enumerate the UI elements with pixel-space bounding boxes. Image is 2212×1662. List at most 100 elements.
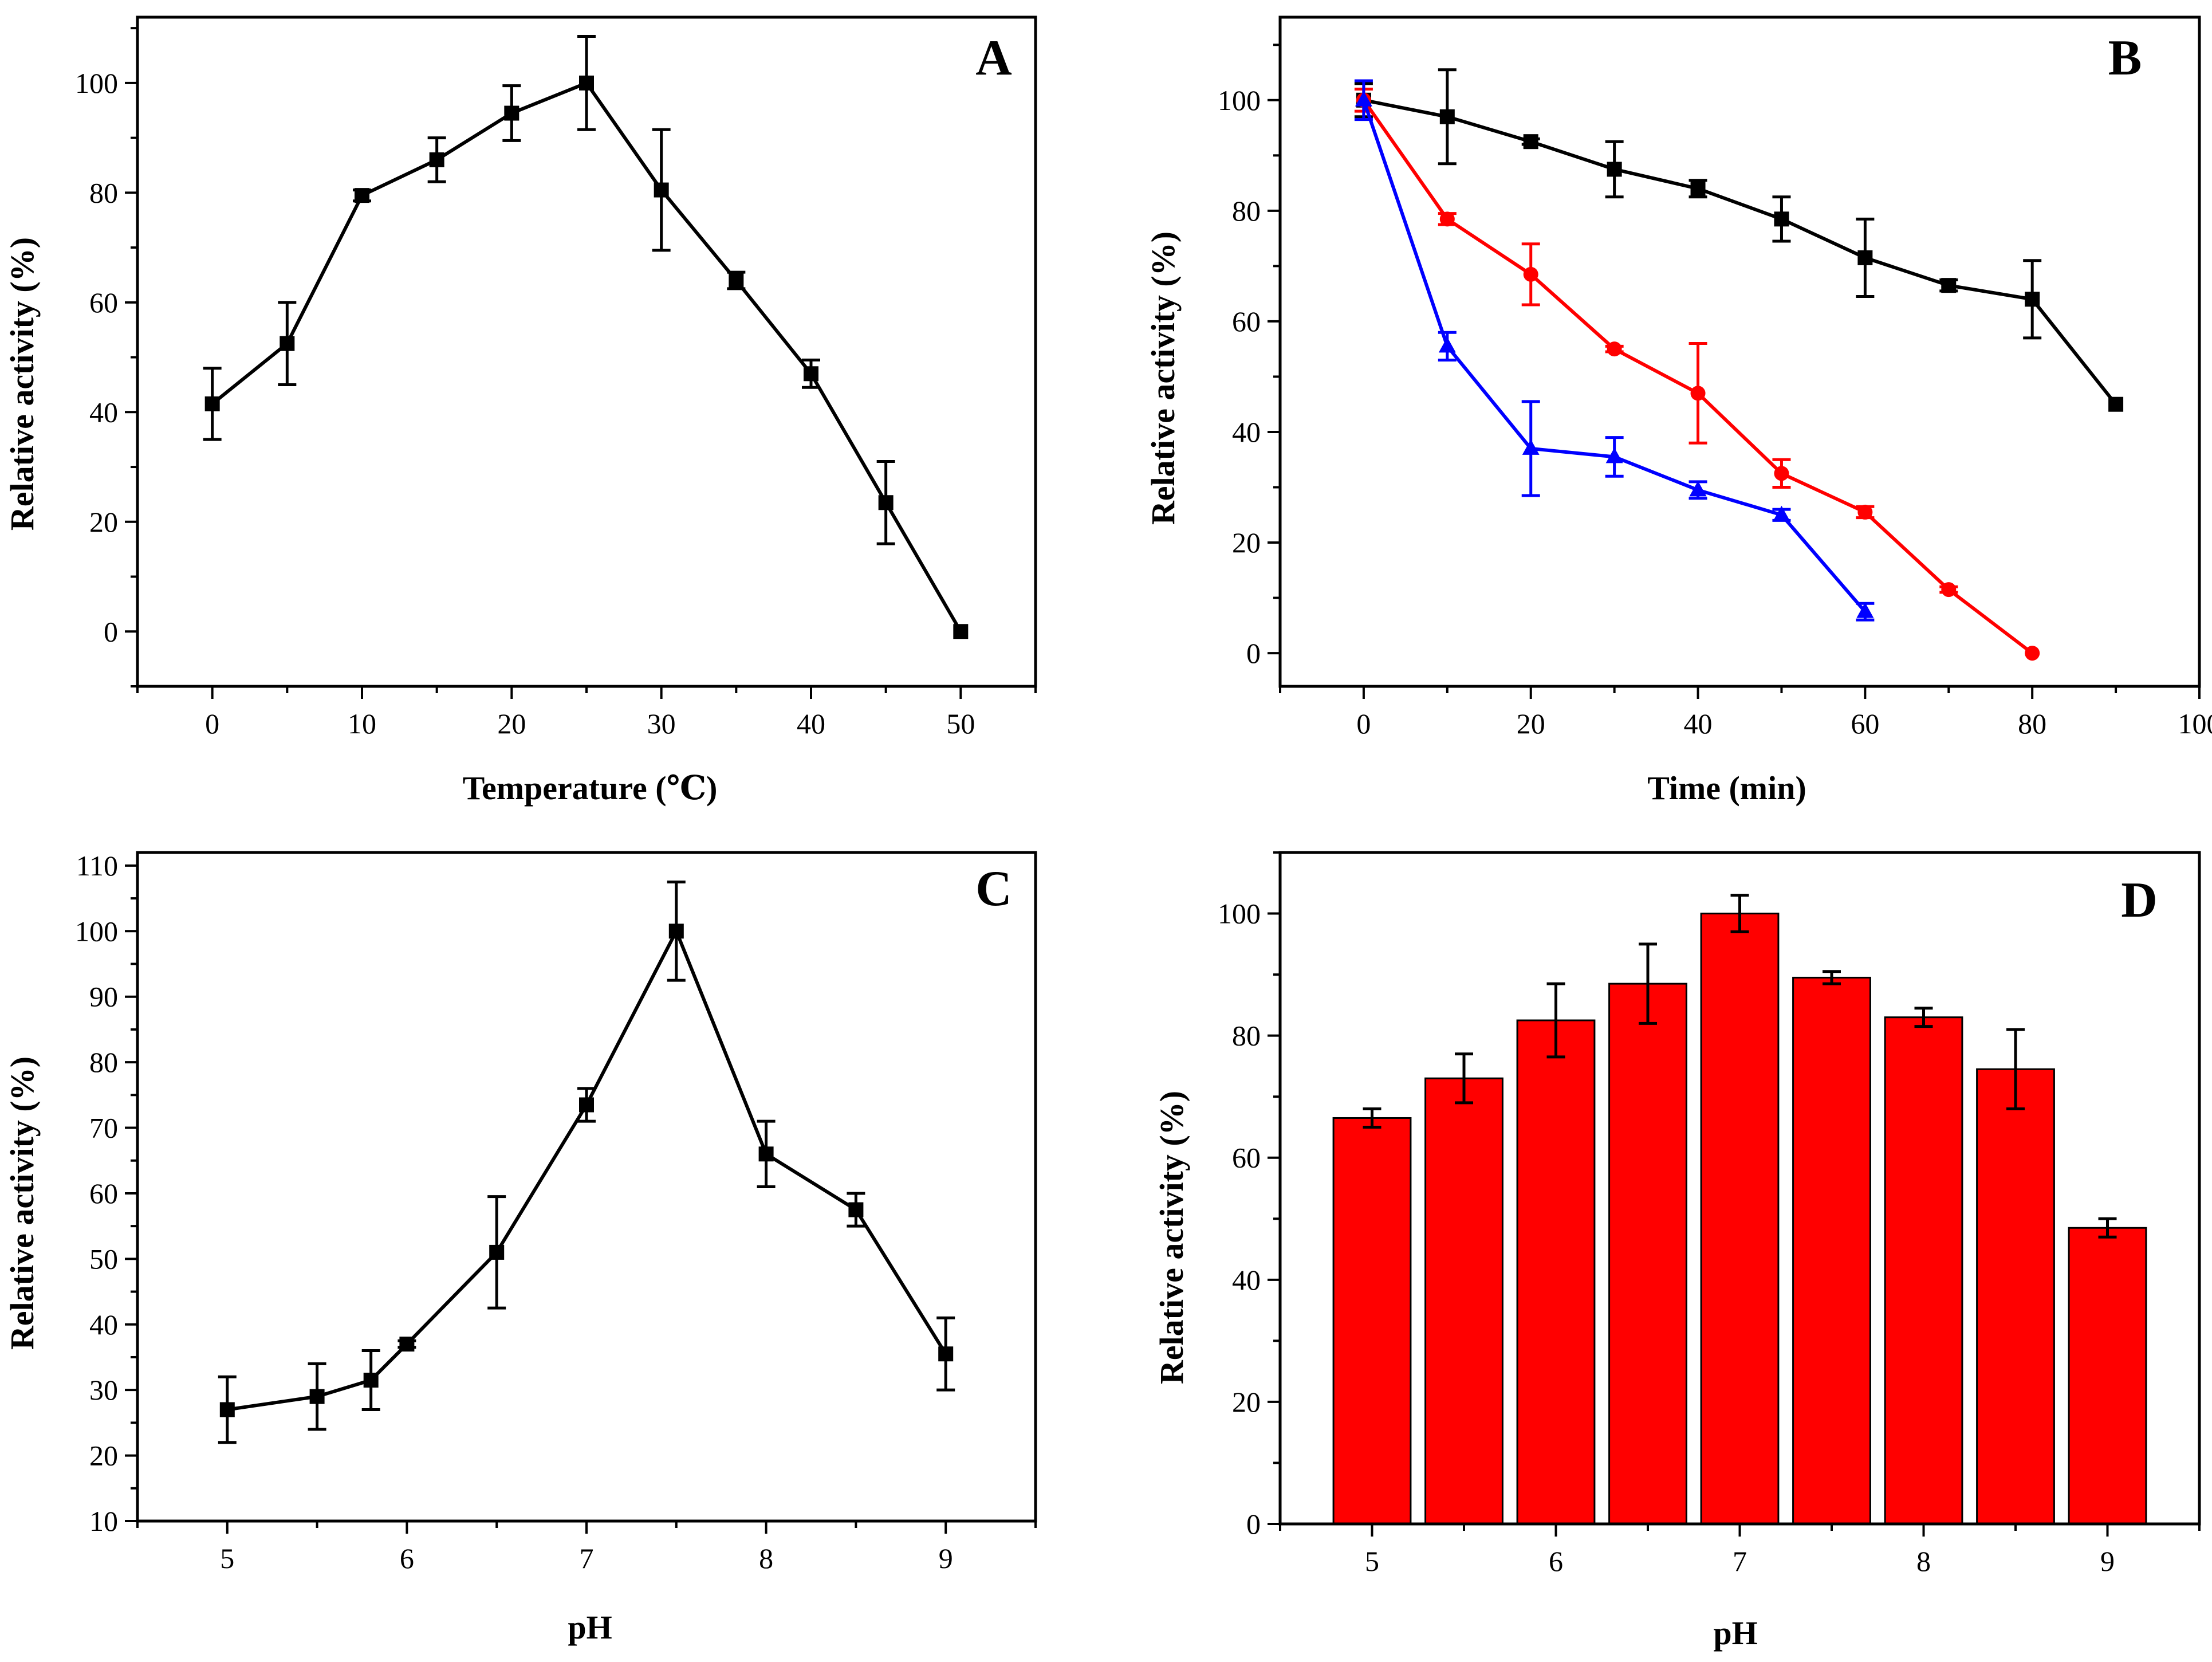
panel-d-bar: [1332, 1117, 1412, 1525]
panel-b-red-point: [1690, 386, 1706, 401]
panel-a-activity-point: [654, 182, 669, 198]
panel-c-ytick-label: 40: [89, 1309, 118, 1341]
panel-c-xtick-label: 9: [939, 1542, 953, 1574]
panel-c-xtick-label: 8: [759, 1542, 773, 1574]
panel-b-blue-point: [1856, 602, 1874, 618]
panel-a-xtick-label: 50: [946, 708, 975, 740]
panel-b: 0 20 40 60 80 100 0 20 40 60 80 100 B Time (min) Re…: [1144, 15, 2212, 807]
panel-a-xtick-label: 30: [647, 708, 676, 740]
panel-c-ytick-label: 10: [89, 1505, 118, 1537]
panel-a-ylabel: Relative activity (%): [3, 237, 41, 531]
panel-c-activity-point: [579, 1097, 594, 1113]
panel-d-bar: [1424, 1077, 1503, 1525]
panel-b-ytick-label: 20: [1232, 527, 1261, 559]
panel-b-blue-point: [1522, 439, 1540, 455]
panel-a-marks: [203, 35, 969, 639]
panel-d-error-bar: [1823, 970, 1841, 985]
panel-d-marks: [1332, 894, 2147, 1525]
panel-a-activity-point: [729, 273, 744, 288]
panel-c-activity-point: [363, 1373, 379, 1388]
panel-b-ylabel: Relative activity (%): [1144, 231, 1182, 525]
panel-c-ytick-label: 20: [89, 1440, 118, 1472]
panel-a-activity-point: [280, 336, 295, 351]
panel-a-activity-point: [204, 396, 220, 411]
panel-c-letter: C: [975, 861, 1012, 917]
panel-a-activity-point: [429, 152, 444, 167]
panel-d-bar: [1976, 1068, 2055, 1525]
panel-b-black-point: [2025, 292, 2040, 307]
panel-b-black-point: [1523, 134, 1538, 150]
panel-b-ytick-label: 0: [1246, 637, 1261, 669]
panel-c-ytick-label: 60: [89, 1177, 118, 1209]
panel-d-xtick-label: 8: [1916, 1545, 1931, 1577]
panel-c-xtick-label: 7: [580, 1542, 594, 1574]
panel-a-ytick-label: 100: [75, 67, 118, 99]
panel-b-axes: 0 20 40 60 80 100 0 20 40 60 80 100: [1218, 44, 2212, 740]
panel-d-ytick-label: 40: [1232, 1264, 1261, 1296]
panel-d-bar: [2068, 1227, 2147, 1525]
panel-b-xtick-label: 20: [1517, 708, 1545, 740]
panel-b-black-point: [1774, 211, 1789, 227]
panel-d-error-bar: [1914, 1007, 1933, 1028]
panel-d-error-bar: [1363, 1107, 1381, 1129]
panel-a-ytick-label: 0: [104, 615, 118, 647]
panel-b-letter: B: [2108, 30, 2142, 86]
panel-b-blue-point: [1773, 505, 1790, 521]
panel-c-activity-point: [309, 1389, 325, 1404]
panel-b-blue-point: [1689, 481, 1707, 497]
panel-a-ytick-label: 20: [89, 506, 118, 538]
panel-b-black-point: [2108, 396, 2124, 412]
panel-c-activity-point: [848, 1202, 864, 1217]
panel-c-axes: 5 6 7 8 9 10 20 30 40 50 60 70 80 90 100 110: [75, 850, 1037, 1574]
panel-c-activity-point: [668, 924, 684, 939]
panel-b-red-point: [1774, 466, 1789, 481]
panel-b-frame: [1278, 15, 2201, 688]
panel-c-ytick-label: 50: [89, 1243, 118, 1275]
panel-d-error-bar: [1455, 1052, 1473, 1105]
panel-c: 5 6 7 8 9 10 20 30 40 50 60 70 80 90 100 110 C pH Relat…: [3, 850, 1037, 1646]
panel-c-xtick-label: 6: [400, 1542, 414, 1574]
panel-b-xlabel: Time (min): [1647, 769, 1806, 807]
panel-d-axes: 5 6 7 8 9 0 20 40 60 80 100: [1218, 851, 2201, 1577]
panel-a-activity-point: [804, 366, 818, 382]
panel-d-bar: [1608, 983, 1687, 1525]
panel-b-ytick-label: 60: [1232, 305, 1261, 337]
panel-d: 5 6 7 8 9 0 20 40 60 80 100 D pH Relative activity…: [1153, 851, 2201, 1652]
panel-b-ytick-label: 40: [1232, 416, 1261, 448]
panel-b-xtick-label: 100: [2178, 708, 2212, 740]
panel-d-xtick-label: 6: [1549, 1545, 1563, 1577]
panel-a-letter: A: [975, 30, 1012, 86]
panel-b-black-point: [1439, 109, 1455, 124]
panel-c-activity-point: [758, 1146, 774, 1162]
panel-c-ylabel: Relative activity (%): [3, 1056, 41, 1350]
panel-a-activity-point: [878, 495, 894, 510]
panel-a-ytick-label: 80: [89, 176, 118, 209]
panel-b-blue-point: [1605, 447, 1623, 463]
panel-a-xtick-label: 0: [205, 708, 219, 740]
panel-b-black-point: [1690, 181, 1706, 197]
panel-d-xlabel: pH: [1713, 1614, 1757, 1652]
panel-b-ytick-label: 100: [1218, 84, 1261, 116]
panel-a: 0 10 20 30 40 50 0 20 40 60 80 100 A Temperature (℃…: [3, 15, 1037, 807]
panel-b-red-point: [1857, 504, 1873, 520]
panel-b-ytick-label: 80: [1232, 195, 1261, 227]
panel-b-xtick-label: 40: [1684, 708, 1713, 740]
panel-a-activity-point: [355, 188, 369, 203]
panel-d-error-bar: [2006, 1028, 2025, 1110]
panel-b-red-point: [1941, 582, 1957, 598]
panel-b-marks: [1354, 68, 2124, 661]
panel-c-xlabel: pH: [568, 1609, 612, 1646]
panel-d-ytick-label: 0: [1246, 1508, 1261, 1540]
panel-c-ytick-label: 100: [75, 915, 118, 947]
panel-b-red-point: [1439, 211, 1455, 227]
panel-b-blue-point: [1438, 337, 1456, 353]
panel-d-error-bar: [1546, 982, 1565, 1059]
panel-a-axes: 0 10 20 30 40 50 0 20 40 60 80 100: [75, 27, 1037, 740]
panel-d-xtick-label: 9: [2100, 1545, 2115, 1577]
panel-b-red-point: [1523, 266, 1538, 282]
panel-c-activity-point: [399, 1337, 415, 1352]
panel-d-error-bar: [2098, 1217, 2117, 1239]
panel-c-activity-point: [219, 1402, 235, 1417]
panel-d-ytick-label: 100: [1218, 898, 1261, 930]
